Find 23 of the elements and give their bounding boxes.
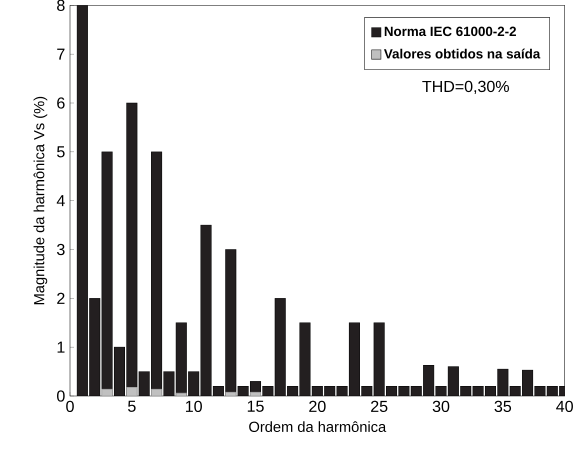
x-tick-label: 25 — [371, 400, 388, 412]
y-axis-title: Magnitude da harmônica Vs (%) — [34, 96, 48, 304]
y-tick-label: 0 — [57, 390, 65, 402]
y-tick-label: 7 — [57, 48, 64, 60]
legend-label: Norma IEC 61000-2-2 — [384, 26, 516, 36]
y-tick-label: 8 — [57, 0, 65, 11]
x-tick-label: 5 — [128, 400, 136, 412]
y-tick-label: 1 — [58, 342, 65, 353]
y-tick-label: 5 — [57, 146, 65, 158]
y-tick-label: 6 — [57, 97, 65, 109]
x-axis-title: Ordem da harmônica — [249, 421, 386, 432]
annotation: THD=0,30% — [422, 80, 509, 94]
x-tick-label: 20 — [309, 400, 326, 412]
x-tick-label: 35 — [494, 400, 512, 412]
x-tick-label: 0 — [66, 400, 74, 412]
x-tick-label: 30 — [432, 400, 450, 412]
y-tick-label: 4 — [56, 195, 65, 206]
x-tick-label: 10 — [186, 400, 202, 412]
x-tick-label: 40 — [556, 400, 573, 412]
y-tick-label: 3 — [57, 244, 65, 256]
legend-label: Valores obtidos na saída — [384, 48, 540, 59]
x-tick-label: 15 — [248, 400, 264, 412]
y-tick-label: 2 — [57, 292, 64, 304]
